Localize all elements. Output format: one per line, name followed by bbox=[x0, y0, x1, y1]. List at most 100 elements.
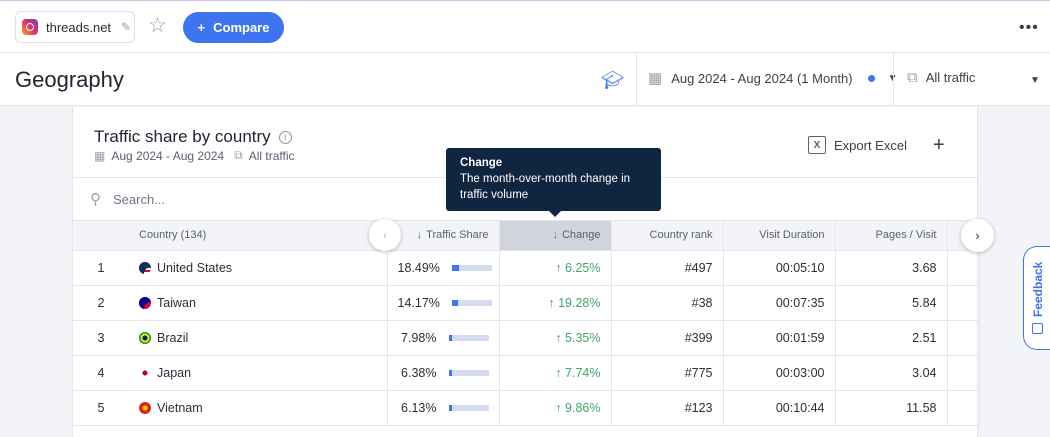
country-name: Vietnam bbox=[157, 400, 203, 415]
country-name: Brazil bbox=[157, 330, 189, 345]
share-bar-fill bbox=[448, 335, 452, 342]
table-row[interactable]: 3 Brazil 7.98% ↑ 5.35% #399 00:01:59 2.5… bbox=[73, 320, 980, 356]
row-pages-visit: 5.84 bbox=[835, 285, 948, 321]
row-country[interactable]: Vietnam bbox=[129, 390, 388, 426]
table-header-row: Country (134) ↓ Traffic Share ↓ Change Cou… bbox=[73, 221, 980, 251]
search-icon: ⚲ bbox=[90, 191, 101, 208]
tooltip-title: Change bbox=[460, 157, 503, 169]
column-header-traffic-share[interactable]: ↓ Traffic Share bbox=[387, 221, 500, 251]
star-icon[interactable]: ☆ bbox=[148, 14, 167, 37]
search-input[interactable] bbox=[113, 188, 413, 210]
flag-brazil-icon bbox=[139, 331, 151, 344]
excel-icon: X bbox=[808, 136, 826, 154]
row-country-rank: #497 bbox=[611, 250, 724, 286]
row-change: ↑ 7.74% bbox=[499, 355, 612, 391]
traffic-share-label: Traffic Share bbox=[426, 229, 489, 242]
row-country[interactable]: Brazil bbox=[129, 320, 388, 356]
row-overflow bbox=[947, 285, 980, 321]
feedback-tab[interactable]: Feedback bbox=[1023, 246, 1050, 350]
country-name: United States bbox=[157, 260, 233, 275]
date-range-label: Aug 2024 - Aug 2024 (1 Month) bbox=[671, 70, 853, 86]
table-row[interactable]: 1 United States 18.49% ↑ 6.25% #497 00:0… bbox=[73, 250, 980, 286]
share-bar bbox=[448, 405, 489, 412]
devices-icon: ⧉ bbox=[907, 69, 918, 86]
calendar-icon: ▦ bbox=[648, 70, 663, 87]
share-value: 6.13% bbox=[401, 400, 437, 415]
chevron-right-icon: › bbox=[975, 228, 980, 243]
more-menu-icon[interactable]: ••• bbox=[1019, 19, 1039, 36]
header-divider bbox=[636, 53, 637, 106]
share-value: 6.38% bbox=[401, 365, 437, 380]
add-icon[interactable]: + bbox=[933, 134, 945, 156]
table-row[interactable]: 4 Japan 6.38% ↑ 7.74% #775 00:03:00 3.04 bbox=[73, 355, 980, 391]
row-change: ↑ 5.35% bbox=[499, 320, 612, 356]
sort-arrow-icon: ↓ bbox=[552, 229, 558, 242]
page-title: Geography bbox=[15, 67, 124, 92]
row-rank: 2 bbox=[73, 285, 129, 321]
table-row[interactable]: 5 Vietnam 6.13% ↑ 9.86% #123 00:10:44 11… bbox=[73, 390, 980, 426]
up-arrow-icon: ↑ bbox=[555, 260, 566, 275]
column-header-rank bbox=[73, 221, 129, 251]
share-value: 7.98% bbox=[401, 330, 437, 345]
row-pages-visit: 3.04 bbox=[835, 355, 948, 391]
chevron-left-icon: ‹ bbox=[383, 228, 387, 242]
row-country-rank: #123 bbox=[611, 390, 724, 426]
header-bar: Geography 🎓︎ ▦ Aug 2024 - Aug 2024 (1 Mo… bbox=[0, 53, 1050, 106]
feedback-label: Feedback bbox=[1031, 261, 1045, 317]
row-country-rank: #775 bbox=[611, 355, 724, 391]
column-header-visit-duration[interactable]: Visit Duration bbox=[723, 221, 836, 251]
graduation-cap-icon[interactable]: 🎓︎ bbox=[601, 70, 624, 90]
compare-button[interactable]: + Compare bbox=[183, 12, 284, 43]
header-divider bbox=[893, 53, 894, 106]
share-value: 18.49% bbox=[397, 260, 440, 275]
chevron-down-icon[interactable]: ▼ bbox=[1030, 75, 1040, 86]
column-header-country[interactable]: Country (134) bbox=[129, 221, 388, 251]
row-overflow bbox=[947, 250, 980, 286]
scroll-right-button[interactable]: › bbox=[961, 219, 994, 252]
change-tooltip: Change The month-over-month change in tr… bbox=[446, 148, 661, 217]
pencil-icon[interactable]: ✎ bbox=[121, 20, 132, 34]
row-rank: 4 bbox=[73, 355, 129, 391]
table-row[interactable]: 2 Taiwan 14.17% ↑ 19.28% #38 00:07:35 5.… bbox=[73, 285, 980, 321]
row-pages-visit: 3.68 bbox=[835, 250, 948, 286]
instagram-icon bbox=[22, 19, 38, 35]
row-visit-duration: 00:03:00 bbox=[723, 355, 836, 391]
traffic-filter-selector[interactable]: ⧉ All traffic bbox=[907, 69, 975, 86]
country-table: Country (134) ↓ Traffic Share ↓ Change Cou… bbox=[73, 221, 980, 426]
column-header-country-rank[interactable]: Country rank bbox=[611, 221, 724, 251]
column-header-change[interactable]: ↓ Change bbox=[499, 221, 612, 251]
tooltip-body: The month-over-month change in traffic v… bbox=[460, 173, 631, 201]
change-value: 5.35% bbox=[565, 330, 601, 345]
site-chip[interactable]: threads.net ✎ bbox=[15, 11, 135, 43]
row-overflow bbox=[947, 390, 980, 426]
up-arrow-icon: ↑ bbox=[555, 400, 566, 415]
chevron-down-icon: ▼ bbox=[888, 73, 898, 84]
row-change: ↑ 6.25% bbox=[499, 250, 612, 286]
column-header-pages-visit[interactable]: Pages / Visit bbox=[835, 221, 948, 251]
row-visit-duration: 00:10:44 bbox=[723, 390, 836, 426]
country-name: Japan bbox=[157, 365, 192, 380]
up-arrow-icon: ↑ bbox=[548, 295, 559, 310]
info-icon[interactable]: i bbox=[278, 130, 292, 144]
flag-japan-icon bbox=[139, 366, 151, 379]
share-bar bbox=[451, 300, 492, 307]
row-country[interactable]: Japan bbox=[129, 355, 388, 391]
row-traffic-share: 6.38% bbox=[387, 355, 500, 391]
status-dot bbox=[867, 74, 875, 82]
row-country[interactable]: United States bbox=[129, 250, 388, 286]
row-country[interactable]: Taiwan bbox=[129, 285, 388, 321]
sort-arrow-icon: ↓ bbox=[416, 229, 423, 242]
share-bar-fill bbox=[448, 405, 452, 412]
export-excel-button[interactable]: X Export Excel bbox=[808, 136, 907, 154]
row-overflow bbox=[947, 320, 980, 356]
row-traffic-share: 7.98% bbox=[387, 320, 500, 356]
share-bar bbox=[448, 370, 489, 377]
row-change: ↑ 19.28% bbox=[499, 285, 612, 321]
share-bar-fill bbox=[451, 300, 458, 307]
country-name: Taiwan bbox=[157, 295, 196, 310]
row-country-rank: #399 bbox=[611, 320, 724, 356]
date-range-selector[interactable]: ▦ Aug 2024 - Aug 2024 (1 Month) ▼ bbox=[648, 69, 898, 87]
calendar-icon: ▦ bbox=[94, 148, 106, 163]
site-name: threads.net bbox=[46, 19, 112, 35]
scroll-left-button[interactable]: ‹ bbox=[369, 219, 401, 251]
